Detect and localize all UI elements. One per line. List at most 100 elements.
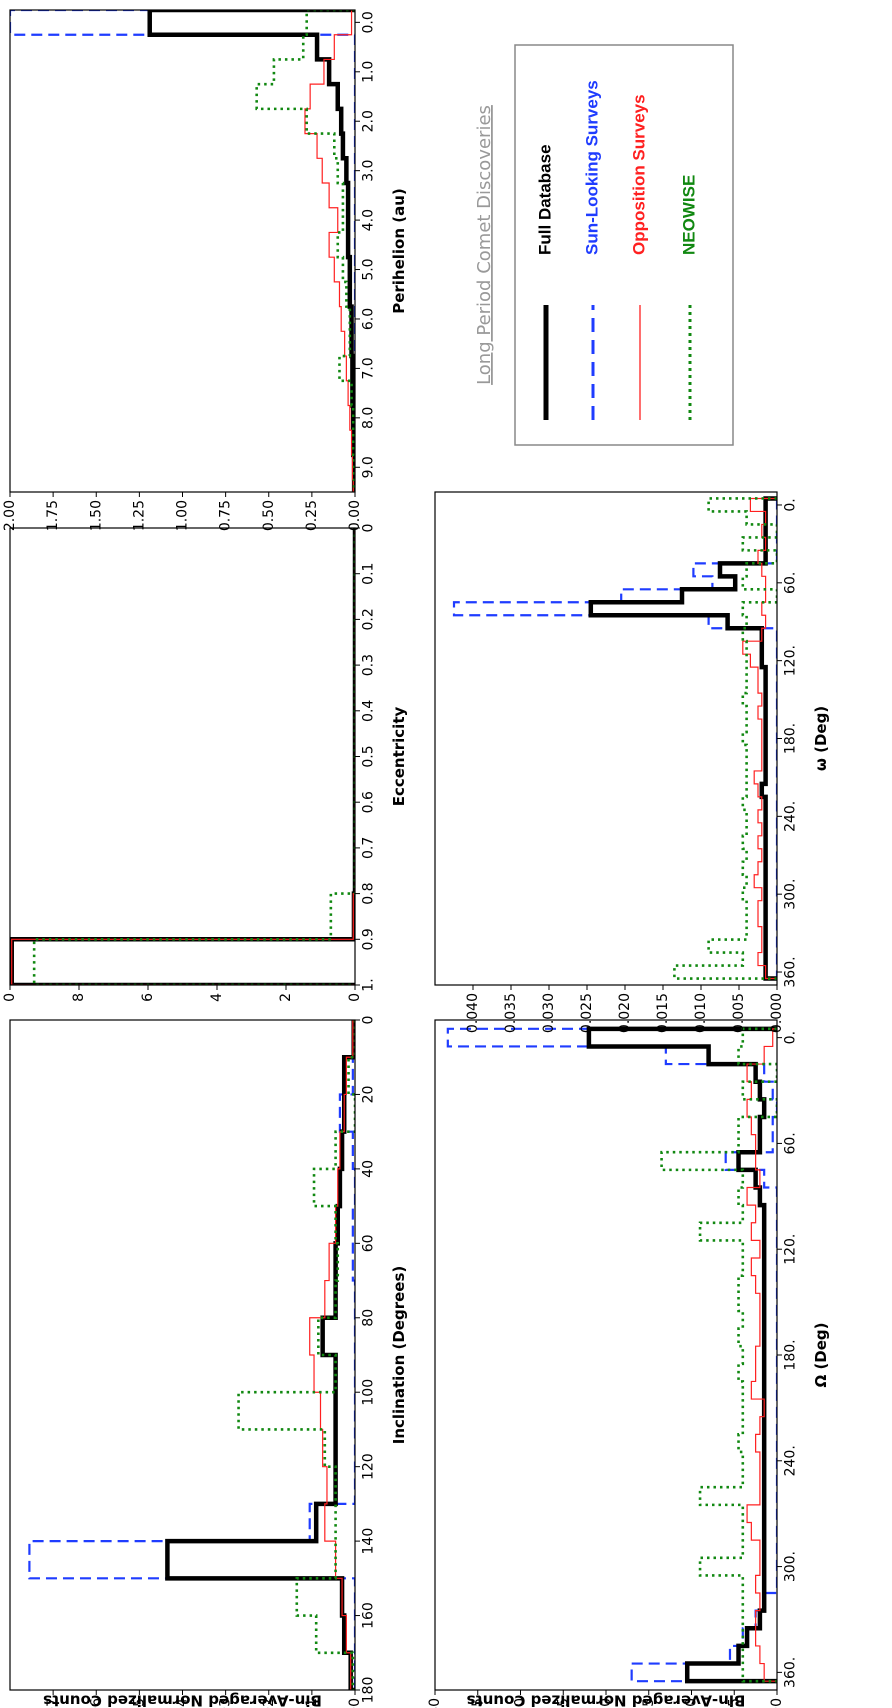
y-tick-label: 0.020 xyxy=(617,993,633,1033)
x-tick-label: 120 xyxy=(361,1453,377,1480)
x-tick-label: 300. xyxy=(783,1551,799,1582)
y-tick-label: 0.025 xyxy=(555,1698,571,1708)
x-tick-label: 60 xyxy=(361,1234,377,1252)
x-tick-label: 160 xyxy=(361,1602,377,1629)
y-tick-label: 0.035 xyxy=(503,993,519,1033)
x-tick-label: 4.0 xyxy=(361,209,377,231)
x-tick-label: 6.0 xyxy=(361,308,377,330)
x-tick-label: 120. xyxy=(783,645,799,676)
y-tick-label: 1.50 xyxy=(88,500,104,531)
x-tick-label: 20 xyxy=(361,1086,377,1104)
y-tick-label: 1.00 xyxy=(175,500,191,531)
y-tick-label: 6 xyxy=(140,993,156,1002)
plot-area xyxy=(10,10,355,492)
series-step-full-database xyxy=(147,10,355,492)
x-tick-label: 1. xyxy=(361,978,377,991)
x-tick-label: 9.0 xyxy=(361,456,377,478)
plot-area xyxy=(452,496,777,981)
legend-label: NEOWISE xyxy=(679,175,698,255)
panel-Omega: 0. 60. 120. 180. 240. 300. 360. 0.000 0.005 0.010… xyxy=(427,1019,830,1708)
y-tick-label: 4 xyxy=(209,993,225,1002)
x-tick-label: 0. xyxy=(783,1031,799,1044)
y-tick-label: 0.005 xyxy=(731,993,747,1033)
y-tick-label: 0.025 xyxy=(579,993,595,1033)
y-tick-label: 0.000 xyxy=(769,1698,785,1708)
series-step-opposition-surveys xyxy=(309,1020,355,1690)
panel-omega: 0. 60. 120. 180. 240. 300. 360. 0.000 0.005 0.010… xyxy=(434,491,830,1033)
series-step-opposition-surveys xyxy=(11,528,355,985)
x-tick-label: 140 xyxy=(361,1528,377,1555)
x-tick-label: 0.9 xyxy=(361,928,377,950)
axes-frame xyxy=(434,1019,778,1691)
axes-frame xyxy=(9,1019,356,1691)
y-tick-label: 0.07 xyxy=(45,1698,61,1708)
x-tick-label: 60. xyxy=(783,1132,799,1154)
panel-perihelion: 0.0 1.0 2.0 3.0 4.0 5.0 6.0 7.0 8.0 9.0 0.00 0.25 0.… xyxy=(2,9,408,531)
x-tick-label: 180. xyxy=(783,1339,799,1370)
x-tick-label: 7.0 xyxy=(361,357,377,379)
x-tick-label: 240. xyxy=(783,801,799,832)
series-step-sun-looking-surveys xyxy=(10,10,355,492)
y-tick-label: 0.030 xyxy=(513,1698,529,1708)
legend-label: Opposition Surveys xyxy=(629,94,648,255)
x-tick-label: 0.4 xyxy=(361,700,377,722)
x-tick-label: 3.0 xyxy=(361,160,377,182)
x-tick-label: 300. xyxy=(783,879,799,910)
y-tick-label: 0.05 xyxy=(131,1698,147,1708)
y-tick-label: 0.035 xyxy=(470,1698,486,1708)
x-tick-label: 240. xyxy=(783,1445,799,1476)
x-tick-label: 0.7 xyxy=(361,837,377,859)
x-tick-label: 0.3 xyxy=(361,654,377,676)
y-tick-label: 0.040 xyxy=(427,1698,443,1708)
x-tick-label: 5.0 xyxy=(361,258,377,280)
y-tick-label: 0.010 xyxy=(684,1698,700,1708)
legend-title: Long Period Comet Discoveries xyxy=(474,105,495,385)
series-step-neowise xyxy=(32,528,355,985)
legend-frame xyxy=(514,44,734,446)
y-tick-label: 2 xyxy=(278,993,294,1002)
y-tick-label: 0 xyxy=(2,993,18,1002)
y-tick-label: 0.01 xyxy=(304,1698,320,1708)
plot-area xyxy=(28,1020,355,1690)
series-step-full-database xyxy=(588,496,777,981)
series-step-sun-looking-surveys xyxy=(28,1020,355,1690)
x-tick-label: 40 xyxy=(361,1160,377,1178)
x-tick-label: 100 xyxy=(361,1379,377,1406)
series-step-opposition-surveys xyxy=(746,1028,777,1682)
y-tick-label: 0.010 xyxy=(693,993,709,1033)
x-tick-label: 120. xyxy=(783,1234,799,1265)
x-tick-label: 180 xyxy=(361,1677,377,1704)
x-axis-label: Ω (Deg) xyxy=(812,1322,830,1387)
axes-frame xyxy=(434,491,778,986)
y-tick-label: 8 xyxy=(71,993,87,1002)
y-axis-label: Bin-Averaged Normalized Counts xyxy=(43,1692,322,1708)
x-axis-label: Eccentricity xyxy=(390,706,408,806)
x-tick-label: 0.0 xyxy=(361,11,377,33)
x-axis-label: Inclination (Degrees) xyxy=(390,1266,408,1445)
y-tick-label: 0.040 xyxy=(465,993,481,1033)
y-tick-label: 1.75 xyxy=(45,500,61,531)
legend-label: Sun-Looking Surveys xyxy=(582,80,601,255)
y-tick-label: 0.75 xyxy=(218,500,234,531)
x-tick-label: 0.1 xyxy=(361,563,377,585)
x-tick-label: 180. xyxy=(783,723,799,754)
x-tick-label: 0. xyxy=(783,498,799,511)
legend: Long Period Comet Discoveries Full Databa… xyxy=(474,44,734,446)
y-tick-label: 0.005 xyxy=(726,1698,742,1708)
x-tick-label: 0.6 xyxy=(361,791,377,813)
plot-area xyxy=(446,1026,777,1684)
series-step-sun-looking-surveys xyxy=(10,528,355,985)
y-tick-label: 0.00 xyxy=(347,1698,363,1708)
x-tick-label: 0.5 xyxy=(361,745,377,767)
y-tick-label: 0.000 xyxy=(769,993,785,1033)
y-tick-label: 0.04 xyxy=(175,1698,191,1708)
x-tick-label: 2.0 xyxy=(361,110,377,132)
y-tick-label: 0.03 xyxy=(218,1698,234,1708)
axes-frame xyxy=(9,9,356,493)
x-tick-label: 360. xyxy=(783,956,799,987)
y-tick-label: 2.00 xyxy=(2,500,18,531)
x-tick-label: 8.0 xyxy=(361,407,377,429)
y-tick-label: 0 xyxy=(347,993,363,1002)
x-tick-label: 360. xyxy=(783,1657,799,1688)
